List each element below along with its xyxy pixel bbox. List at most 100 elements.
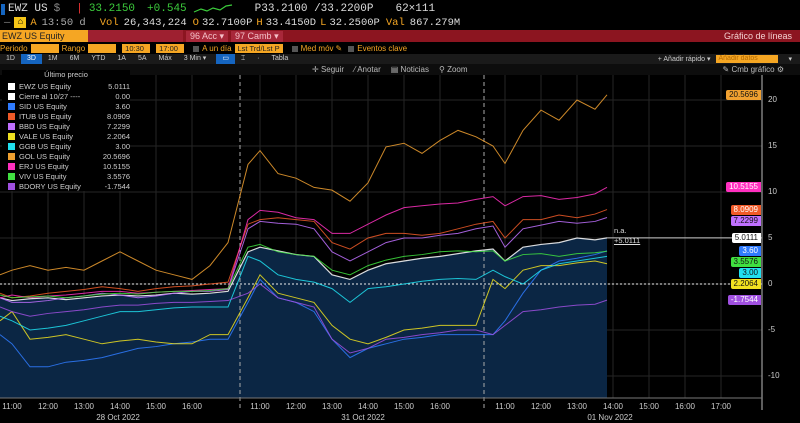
last-value-tag: 7.2299 bbox=[730, 215, 761, 226]
ticker[interactable]: EWZ US bbox=[8, 3, 48, 15]
legend-item[interactable]: GGB US Equity 3.00 bbox=[2, 141, 130, 151]
last-value-tag: 2.2064 bbox=[730, 278, 761, 289]
last-value-tag: 10.5155 bbox=[726, 182, 761, 193]
series-line-bbd bbox=[0, 217, 608, 303]
candle-style-icon[interactable]: ⌶ bbox=[240, 55, 246, 62]
legend-item[interactable]: BBD US Equity 7.2299 bbox=[2, 121, 130, 131]
range-mx[interactable]: Máx bbox=[158, 55, 172, 62]
cmb-grafico-button[interactable]: ✎ Cmb gráfico ⚙ bbox=[722, 65, 784, 74]
price-chart[interactable] bbox=[0, 75, 800, 423]
x-tick-label: 11:00 bbox=[2, 402, 22, 411]
alert-icon[interactable]: ⌂ bbox=[14, 17, 27, 28]
range-5a[interactable]: 5A bbox=[137, 55, 147, 62]
legend-item[interactable]: BDORY US Equity -1.7544 bbox=[2, 181, 130, 191]
range-3min[interactable]: 3 Min ▾ bbox=[183, 55, 207, 62]
x-tick-label: 16:00 bbox=[429, 402, 451, 411]
a-un-dia-checkbox[interactable] bbox=[193, 45, 200, 52]
a-un-dia-label: A un día bbox=[202, 44, 232, 53]
legend-item[interactable]: GOL US Equity 20.5696 bbox=[2, 151, 130, 161]
more-icon[interactable]: · bbox=[257, 55, 260, 62]
legend-value: 7.2299 bbox=[107, 121, 130, 131]
range-1m[interactable]: 1M bbox=[47, 55, 58, 62]
end-time-input[interactable]: 17:00 bbox=[156, 44, 185, 53]
tabla-button[interactable]: Tabla bbox=[271, 55, 289, 62]
x-date-label: 01 Nov 2022 bbox=[587, 413, 633, 422]
legend-swatch bbox=[8, 102, 15, 110]
low-label: L bbox=[320, 16, 327, 29]
legend-value: 3.5576 bbox=[107, 171, 130, 181]
series-line-erj bbox=[0, 186, 608, 299]
sparkline-icon bbox=[193, 4, 232, 13]
legend-swatch bbox=[8, 82, 15, 90]
seguir-label: Seguir bbox=[320, 65, 345, 74]
x-tick-label: 15:00 bbox=[393, 402, 415, 411]
last-value-tag: -1.7544 bbox=[727, 295, 761, 306]
y-tick-label: -10 bbox=[768, 371, 780, 380]
legend-item[interactable]: VALE US Equity 2.2064 bbox=[2, 131, 130, 141]
traded-value: 867.279M bbox=[409, 16, 461, 29]
eventos-checkbox[interactable] bbox=[348, 45, 355, 52]
anadir-datos-input[interactable]: Añadir datos bbox=[716, 55, 779, 63]
range-ytd[interactable]: YTD bbox=[91, 55, 106, 62]
ewz-area bbox=[0, 237, 607, 398]
legend-item[interactable]: ITUB US Equity 8.0909 bbox=[2, 111, 130, 121]
x-date-label: 28 Oct 2022 bbox=[96, 413, 140, 422]
range-1d[interactable]: 1D bbox=[6, 55, 15, 62]
time-label: A bbox=[30, 16, 37, 29]
x-tick-label: 16:00 bbox=[181, 402, 203, 411]
range-3d[interactable]: 3D bbox=[20, 54, 42, 64]
line-style-icon[interactable]: ▭ bbox=[216, 54, 235, 64]
legend-item[interactable]: EWZ US Equity 5.0111 bbox=[2, 81, 130, 91]
legend-name: ITUB US Equity bbox=[19, 111, 72, 121]
start-time-input[interactable]: 10:30 bbox=[122, 44, 151, 53]
legend-rows: EWZ US Equity 5.0111 Cierre al 10/27 ---- 0… bbox=[2, 81, 130, 191]
bid-ask: P33.2100 /33.2200P bbox=[254, 3, 374, 15]
legend-item[interactable]: VIV US Equity 3.5576 bbox=[2, 171, 130, 181]
zoom-button[interactable]: ⚲ Zoom bbox=[439, 65, 468, 74]
periodo-label: Periodo bbox=[0, 44, 28, 53]
legend-name: GOL US Equity bbox=[19, 151, 70, 161]
high-label: H bbox=[256, 16, 263, 29]
rango-select[interactable] bbox=[88, 44, 117, 53]
down-arrow-icon: | bbox=[76, 3, 83, 15]
chart-settings: Periodo Rango 10:30 17:00 A un día Lst T… bbox=[0, 43, 800, 54]
noticias-label: Noticias bbox=[400, 65, 429, 74]
legend-item[interactable]: ERJ US Equity 10.5155 bbox=[2, 161, 130, 171]
med-mov-checkbox[interactable] bbox=[291, 45, 298, 52]
noticias-button[interactable]: ▤ Noticias bbox=[390, 65, 429, 74]
collapse-icon[interactable]: ▾ bbox=[788, 56, 792, 63]
periodo-select[interactable] bbox=[30, 44, 59, 53]
price-type-select[interactable]: Lst Trd/Lst P bbox=[234, 44, 283, 53]
legend-item[interactable]: SID US Equity 3.60 bbox=[2, 101, 130, 111]
y-tick-label: 0 bbox=[768, 279, 773, 288]
series-line-gol bbox=[0, 94, 608, 280]
series-line-itub bbox=[0, 209, 608, 299]
anotar-button[interactable]: ⁄ Anotar bbox=[354, 65, 381, 74]
low: 32.2500P bbox=[329, 16, 380, 29]
anadir-rapido-button[interactable]: + Añadir rápido ▾ bbox=[657, 56, 711, 63]
bid-ask-size: 62×111 bbox=[395, 3, 436, 15]
security-input[interactable]: EWZ US Equity bbox=[0, 30, 88, 42]
legend-value: -1.7544 bbox=[104, 181, 130, 191]
legend-name: VALE US Equity bbox=[19, 131, 74, 141]
legend-item[interactable]: Cierre al 10/27 ---- 0.00 bbox=[2, 91, 130, 101]
legend-swatch bbox=[8, 172, 15, 180]
x-tick-label: 15:00 bbox=[145, 402, 167, 411]
last-value-tag: 3.00 bbox=[739, 267, 761, 278]
annotation-value: +5.0111 bbox=[614, 236, 641, 245]
camb-menu[interactable]: 97 Camb ▾ bbox=[231, 30, 283, 42]
selector-marker bbox=[1, 3, 5, 15]
legend-swatch bbox=[8, 92, 15, 100]
legend-name: Cierre al 10/27 ---- bbox=[19, 91, 81, 101]
y-tick-label: 10 bbox=[768, 187, 777, 196]
acc-menu[interactable]: 96 Acc ▾ bbox=[186, 30, 229, 42]
seguir-button[interactable]: ✛ Seguir bbox=[312, 65, 345, 74]
series-line-sid bbox=[0, 250, 608, 368]
pencil-icon[interactable]: ✎ bbox=[335, 44, 343, 53]
security-input-extension[interactable] bbox=[88, 30, 183, 42]
range-6m[interactable]: 6M bbox=[69, 55, 80, 62]
series-line-viv bbox=[0, 243, 608, 299]
legend-swatch bbox=[8, 132, 15, 140]
last-value-tag: 3.60 bbox=[739, 245, 761, 256]
range-1a[interactable]: 1A bbox=[117, 55, 126, 62]
